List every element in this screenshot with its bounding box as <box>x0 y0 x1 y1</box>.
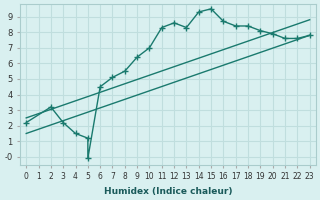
X-axis label: Humidex (Indice chaleur): Humidex (Indice chaleur) <box>104 187 232 196</box>
